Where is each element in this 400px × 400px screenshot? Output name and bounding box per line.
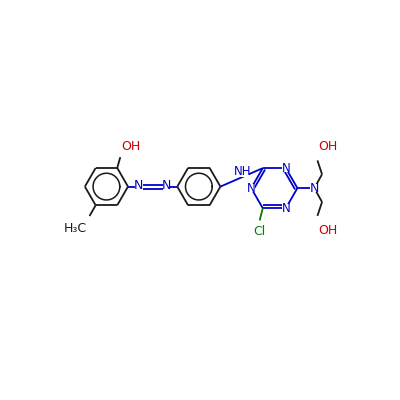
Bar [282,204,290,212]
Text: N: N [310,182,319,195]
Text: OH: OH [318,140,338,153]
Bar [310,184,318,192]
Text: N: N [282,202,290,215]
Text: NH: NH [234,165,252,178]
Text: N: N [282,162,290,175]
Text: Cl: Cl [253,225,265,238]
Bar [282,164,290,172]
Text: OH: OH [121,140,140,152]
Text: N: N [134,179,144,192]
Text: H₃C: H₃C [63,222,86,235]
Bar [247,184,256,192]
Text: OH: OH [318,224,338,236]
Bar [135,183,143,190]
Bar [237,169,249,176]
Text: N: N [247,182,256,195]
Bar [163,183,170,190]
Text: N: N [162,179,171,192]
